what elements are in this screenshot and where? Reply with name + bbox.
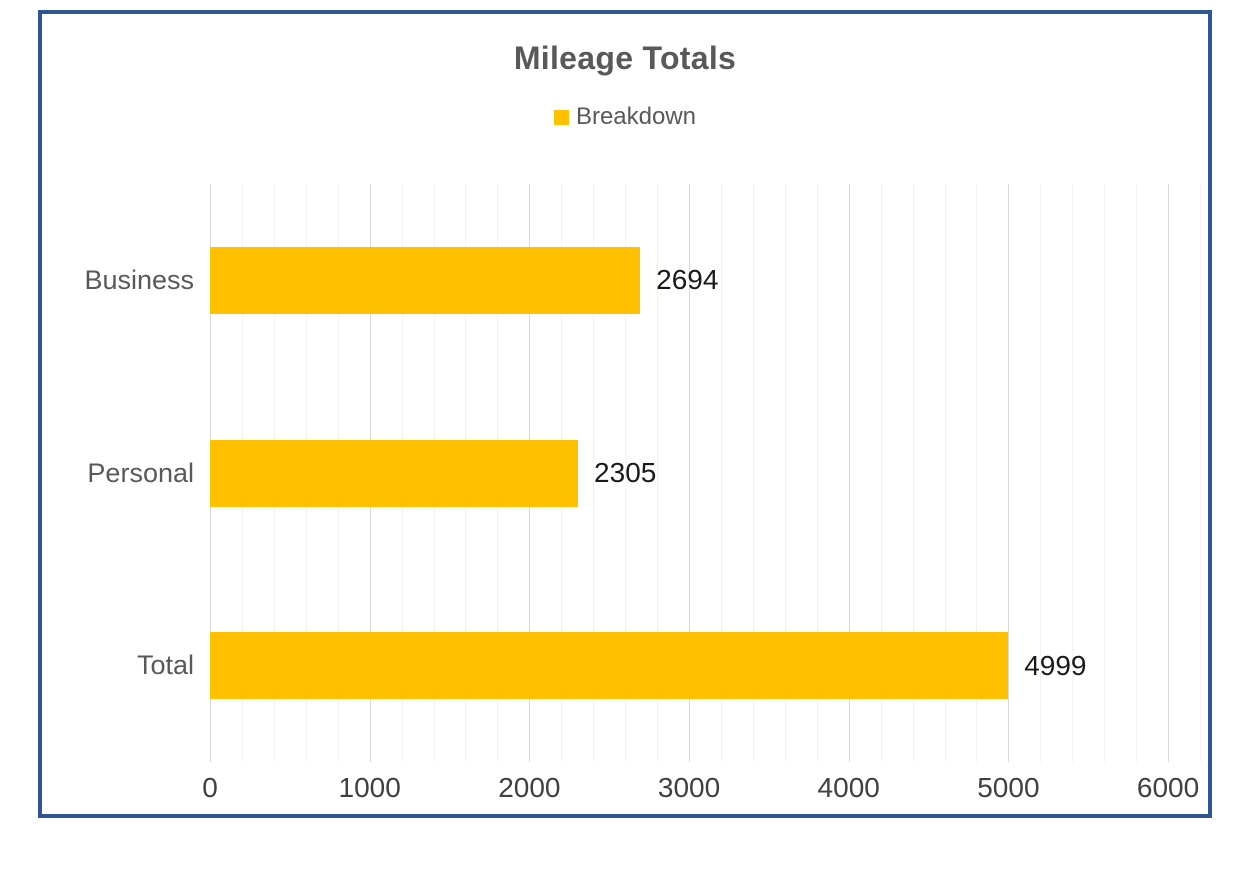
bar-total[interactable] bbox=[210, 632, 1009, 700]
minor-gridline bbox=[752, 184, 754, 762]
x-tick-label-0: 0 bbox=[202, 772, 218, 803]
major-gridline bbox=[1168, 184, 1170, 762]
minor-gridline bbox=[1136, 184, 1138, 762]
minor-gridline bbox=[1072, 184, 1074, 762]
plot-area: 2694 2305 4999 bbox=[210, 184, 1201, 762]
major-gridline bbox=[1008, 184, 1010, 762]
minor-gridline bbox=[976, 184, 978, 762]
data-label-personal: 2305 bbox=[594, 457, 657, 488]
x-tick-label-1000: 1000 bbox=[338, 772, 401, 803]
bar-series: 2694 2305 4999 bbox=[210, 184, 1200, 762]
x-tick-label-4000: 4000 bbox=[817, 772, 880, 803]
category-label-total: Total bbox=[136, 650, 194, 681]
data-label-total: 4999 bbox=[1024, 649, 1087, 681]
bar-row-business: 2694 bbox=[210, 184, 1200, 377]
x-tick-label-5000: 5000 bbox=[977, 772, 1040, 803]
bar-row-total: 4999 bbox=[210, 569, 1200, 762]
major-gridline bbox=[848, 184, 850, 762]
minor-gridline bbox=[593, 184, 595, 762]
bar-personal[interactable] bbox=[210, 439, 579, 507]
x-tick-label-6000: 6000 bbox=[1136, 772, 1200, 803]
category-axis-labels: Business Personal Total bbox=[42, 184, 194, 762]
category-label-business: Business bbox=[84, 264, 194, 295]
minor-gridline bbox=[1200, 184, 1201, 762]
minor-gridline bbox=[944, 184, 946, 762]
value-axis-tick-labels: 0 1000 2000 3000 4000 5000 6000 bbox=[202, 766, 1200, 810]
minor-gridline bbox=[657, 184, 659, 762]
minor-gridline bbox=[1040, 184, 1042, 762]
minor-gridline bbox=[720, 184, 722, 762]
bar-business[interactable] bbox=[210, 246, 641, 314]
x-tick-label-3000: 3000 bbox=[657, 772, 721, 803]
minor-gridline bbox=[784, 184, 786, 762]
legend[interactable]: Breakdown bbox=[42, 103, 1208, 131]
legend-swatch-icon bbox=[553, 109, 569, 125]
category-label-personal: Personal bbox=[87, 457, 194, 488]
data-label-business: 2694 bbox=[656, 264, 719, 296]
chart-title: Mileage Totals bbox=[513, 40, 737, 76]
minor-gridline bbox=[625, 184, 627, 762]
minor-gridline bbox=[880, 184, 882, 762]
minor-gridline bbox=[912, 184, 914, 762]
minor-gridline bbox=[816, 184, 818, 762]
major-gridline bbox=[689, 184, 691, 762]
x-tick-label-2000: 2000 bbox=[498, 772, 561, 803]
minor-gridline bbox=[1104, 184, 1106, 762]
chart-frame: Mileage Totals Breakdown Business Persona… bbox=[38, 10, 1212, 818]
legend-label: Breakdown bbox=[575, 103, 697, 130]
bar-row-personal: 2305 bbox=[210, 377, 1200, 570]
